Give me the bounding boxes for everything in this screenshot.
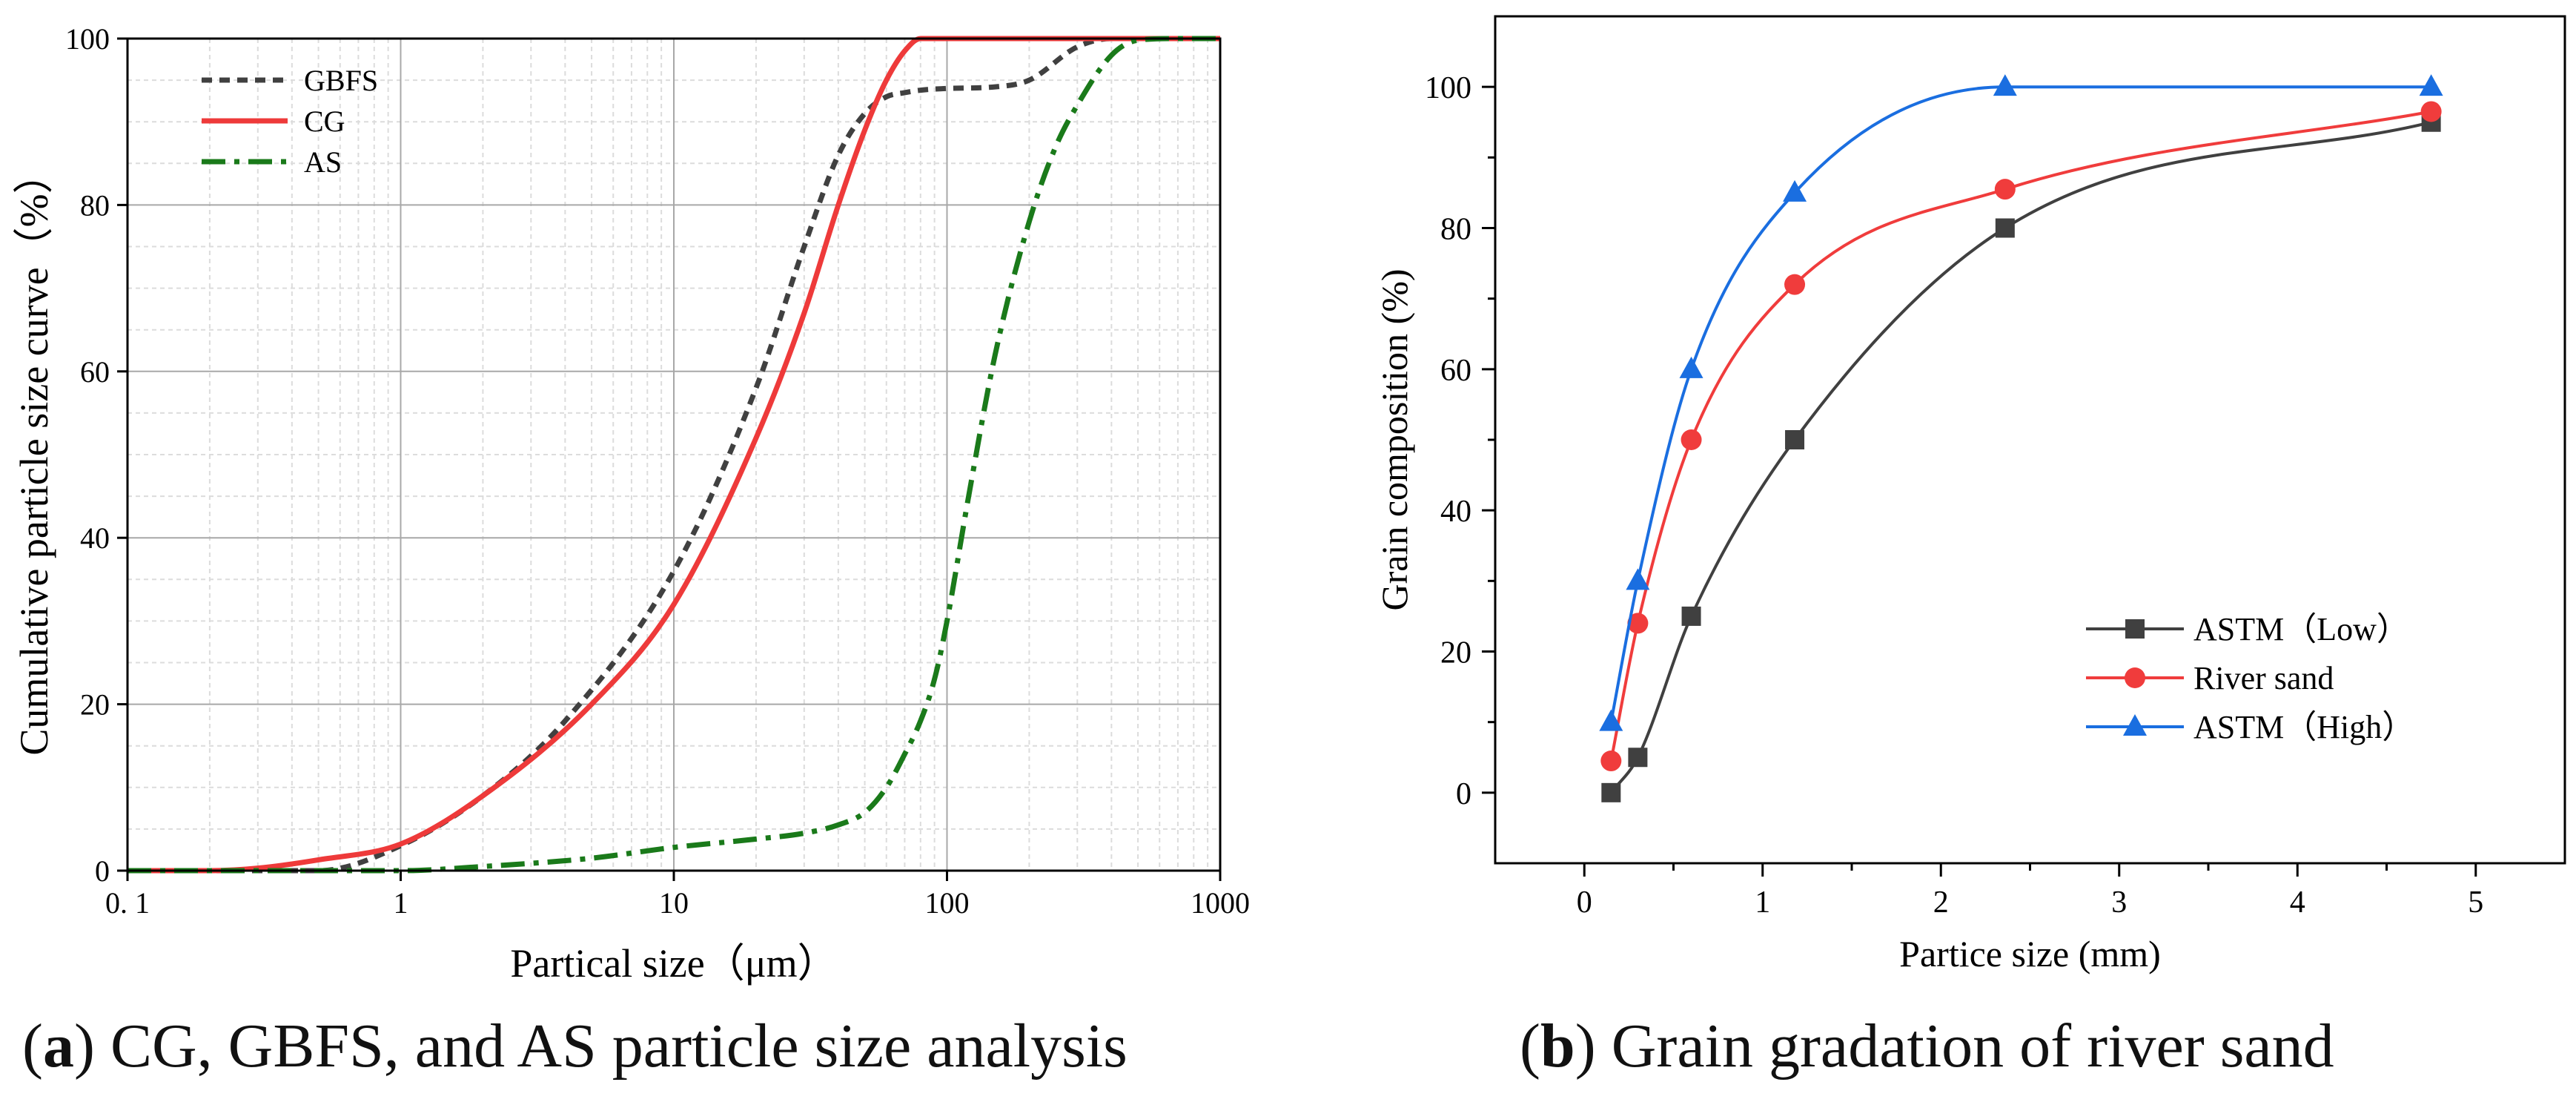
caption-a-text: CG, GBFS, and AS particle size analysis — [110, 1012, 1128, 1081]
legend-swatch-marker — [2125, 667, 2145, 688]
chart-a: 0. 1 1 10 100 1000 0 20 40 60 80 100 Partical size（… — [12, 22, 1250, 986]
data-point-triangle — [2419, 74, 2443, 96]
legend-label: CG — [304, 105, 345, 138]
x-tick-label: 0. 1 — [105, 886, 150, 920]
x-tick-label: 3 — [2111, 885, 2127, 920]
legend-swatch-marker — [2125, 619, 2145, 639]
data-point-square — [1995, 218, 2015, 238]
caption-a-letter: a — [42, 1012, 74, 1081]
series-line-as — [128, 36, 1220, 874]
legend-label: ASTM（High） — [2193, 709, 2414, 745]
x-tick-label: 100 — [925, 886, 970, 920]
legend-swatch-marker — [2123, 714, 2147, 736]
x-tick-label: 1 — [1755, 885, 1770, 920]
y-tick-label: 80 — [1440, 213, 1471, 247]
data-point-triangle — [1679, 356, 1703, 378]
data-point-triangle — [1599, 709, 1623, 731]
data-point-square — [1681, 606, 1701, 626]
legend-label: ASTM（Low） — [2193, 611, 2409, 647]
y-axis-label: Grain composition (%) — [1374, 268, 1415, 610]
data-point-triangle — [1626, 568, 1650, 590]
x-axis-label: Partice size (mm) — [1899, 933, 2161, 974]
y-axis-label: Cumulative particle size curve（%） — [12, 154, 56, 755]
x-tick-label: 5 — [2468, 885, 2483, 920]
x-tick-label: 2 — [1933, 885, 1949, 920]
y-tick-label: 40 — [80, 521, 110, 555]
y-tick-label: 80 — [80, 188, 110, 222]
data-point-circle — [1627, 613, 1649, 634]
x-tick-label: 1 — [394, 886, 408, 920]
y-tick-label: 0 — [1456, 777, 1471, 811]
caption-a: (a) CG, GBFS, and AS particle size analy… — [22, 1012, 1128, 1081]
legend-label: AS — [304, 145, 342, 179]
legend-label: GBFS — [304, 64, 378, 97]
data-point-triangle — [1993, 74, 2017, 96]
y-tick-label: 60 — [80, 355, 110, 389]
x-tick-label: 10 — [659, 886, 689, 920]
data-point-square — [1601, 782, 1621, 802]
x-tick-label: 4 — [2290, 885, 2305, 920]
series-line-gbfs — [128, 36, 1220, 874]
data-point-square — [1785, 430, 1805, 449]
data-point-circle — [2420, 101, 2442, 122]
x-tick-label: 1000 — [1191, 886, 1250, 920]
y-tick-label: 20 — [80, 688, 110, 722]
x-axis-label: Partical size（μm） — [510, 941, 837, 986]
y-tick-label: 20 — [1440, 636, 1471, 670]
y-tick-label: 40 — [1440, 495, 1471, 529]
data-point-circle — [1600, 751, 1622, 772]
data-point-square — [1628, 748, 1648, 768]
chart-b: 0 1 2 3 4 5 0 20 40 60 80 100 Partice size (mm) Grain… — [1374, 15, 2566, 974]
caption-b-text: Grain gradation of river sand — [1611, 1012, 2334, 1081]
data-point-circle — [1681, 429, 1702, 450]
x-tick-label: 0 — [1577, 885, 1592, 920]
legend-label: River sand — [2193, 660, 2334, 696]
y-tick-label: 0 — [95, 854, 110, 888]
data-point-circle — [1784, 274, 1806, 295]
caption-b-letter: b — [1540, 1012, 1575, 1081]
series-line-0 — [1609, 120, 2432, 794]
data-point-triangle — [1783, 179, 1807, 202]
y-tick-label: 60 — [1440, 354, 1471, 388]
caption-b: (b) Grain gradation of river sand — [1520, 1012, 2334, 1081]
data-point-circle — [1994, 179, 2016, 200]
y-tick-label: 100 — [65, 22, 110, 56]
y-tick-label: 100 — [1425, 71, 1471, 105]
